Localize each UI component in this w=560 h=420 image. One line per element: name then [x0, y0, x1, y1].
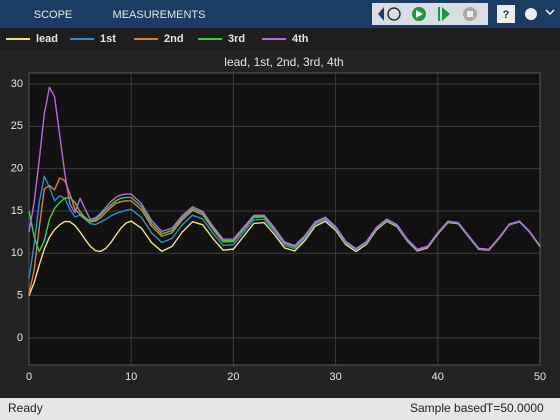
- y-tick-label: 15: [11, 205, 23, 217]
- menu-arrow[interactable]: [545, 9, 555, 16]
- axes-background: [29, 73, 540, 365]
- y-tick-label: 0: [17, 332, 23, 344]
- x-tick-label: 50: [534, 371, 546, 383]
- tab-scope[interactable]: SCOPE: [34, 9, 73, 21]
- legend-label: 2nd: [164, 33, 184, 45]
- x-tick-label: 10: [125, 371, 137, 383]
- series-line: [28, 86, 541, 250]
- x-tick-label: 30: [329, 371, 341, 383]
- y-tick-label: 10: [11, 247, 23, 259]
- y-tick-label: 20: [11, 163, 23, 175]
- y-tick-label: 5: [17, 290, 23, 302]
- legend-label: 3rd: [228, 33, 245, 45]
- axes-frame: [28, 72, 541, 366]
- tab-measurements[interactable]: MEASUREMENTS: [113, 9, 206, 21]
- collapse-icon[interactable]: [378, 7, 384, 21]
- help-icon[interactable]: [497, 5, 515, 23]
- legend-label: 1st: [100, 33, 116, 45]
- y-tick-label: 25: [11, 120, 23, 132]
- x-tick-label: 20: [227, 371, 239, 383]
- run-glyph: [416, 10, 423, 18]
- sim-time: T=50.0000: [486, 401, 544, 415]
- stop-glyph: [467, 11, 473, 17]
- x-tick-label: 40: [432, 371, 444, 383]
- help-glyph: ?: [503, 9, 510, 21]
- chart-title: lead, 1st, 2nd, 3rd, 4th: [224, 55, 343, 69]
- legend-label: 4th: [292, 33, 309, 45]
- status-bar: [0, 398, 560, 420]
- step-icon[interactable]: [438, 7, 440, 21]
- settings-icon[interactable]: [525, 8, 537, 20]
- step-glyph: [442, 7, 450, 21]
- status-text: Ready: [8, 401, 43, 415]
- sample-mode: Sample based: [410, 401, 487, 415]
- x-tick-label: 0: [26, 371, 32, 383]
- legend-label: lead: [36, 33, 58, 45]
- y-tick-label: 30: [11, 78, 23, 90]
- step-back-icon[interactable]: [387, 7, 401, 21]
- run-controls: [372, 3, 488, 25]
